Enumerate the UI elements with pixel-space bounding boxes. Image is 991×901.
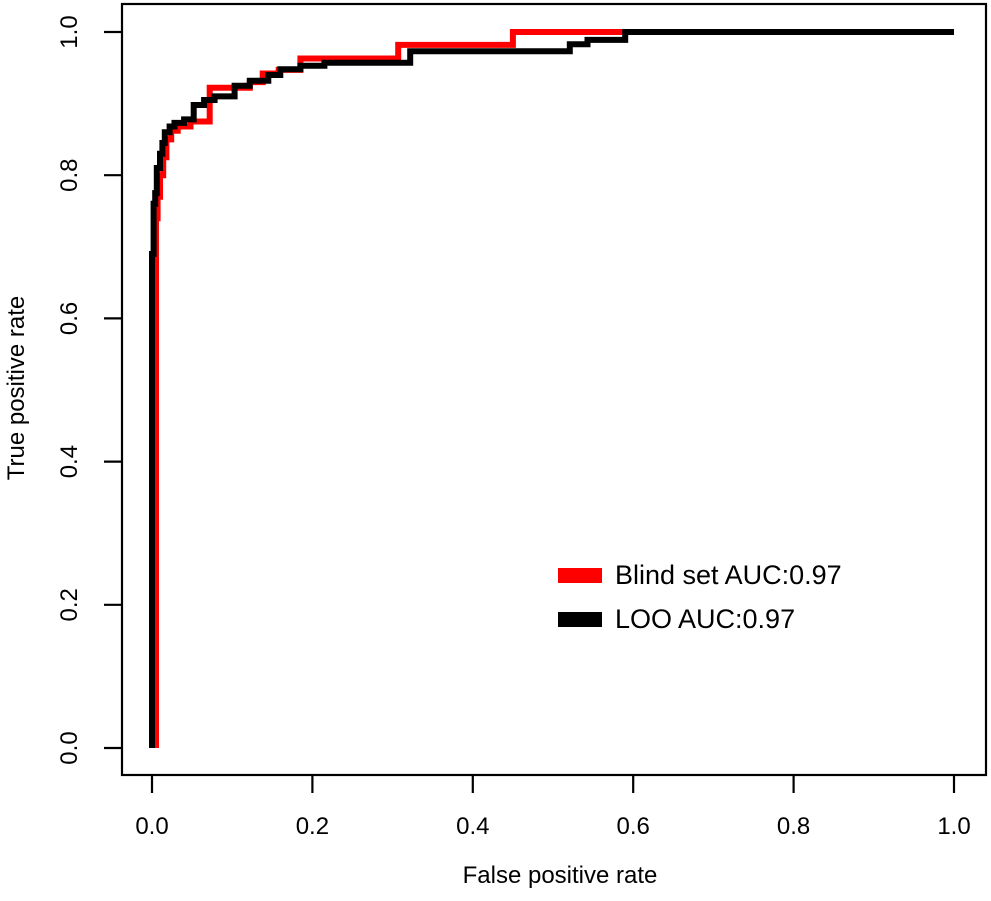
y-tick-label: 0.8: [56, 159, 83, 192]
x-axis-title: False positive rate: [462, 862, 658, 889]
roc-curves: [149, 29, 954, 748]
legend-swatch-loo: [558, 611, 602, 627]
plot-axes: 0.0 0.2 0.4 0.6 0.8 1.0 0.0 0.2 0.4 0.6 0.8 1.0: [56, 2, 988, 840]
legend-item-blind-set: Blind set AUC:0.97: [558, 561, 842, 589]
y-tick-label: 0.2: [56, 588, 83, 621]
x-tick-label: 0.0: [135, 813, 168, 840]
x-tick-label: 0.4: [456, 813, 489, 840]
roc-curve-loo: [149, 29, 954, 748]
y-tick-label: 0.6: [56, 302, 83, 335]
x-tick-label: 0.8: [777, 813, 810, 840]
x-tick-label: 0.6: [617, 813, 650, 840]
y-tick-label: 0.0: [56, 731, 83, 764]
legend-swatch-blind-set: [558, 567, 602, 583]
plot-box: [120, 2, 988, 777]
y-tick-label: 0.4: [56, 445, 83, 478]
y-tick-label: 1.0: [56, 15, 83, 48]
x-tick-label: 1.0: [937, 813, 970, 840]
roc-curve-blind-set: [153, 29, 954, 748]
x-tick-label: 0.2: [296, 813, 329, 840]
legend-label-blind-set: Blind set AUC:0.97: [615, 559, 842, 590]
legend: Blind set AUC:0.97 LOO AUC:0.97: [558, 561, 842, 633]
legend-item-loo: LOO AUC:0.97: [558, 605, 842, 633]
legend-label-loo: LOO AUC:0.97: [615, 603, 796, 634]
y-axis-title: True positive rate: [3, 295, 30, 481]
